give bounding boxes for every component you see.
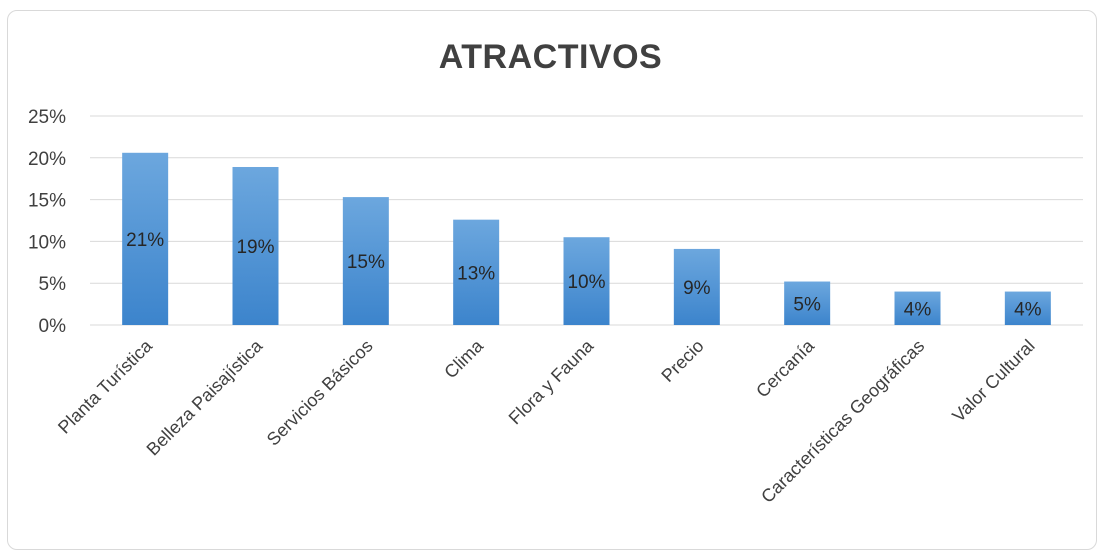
x-tick-label: Valor Cultural	[948, 336, 1038, 426]
bar	[894, 291, 941, 325]
data-label: 4%	[904, 299, 932, 320]
y-tick-label: 25%	[28, 107, 66, 128]
x-tick-label: Servicios Básicos	[263, 336, 377, 450]
y-tick-label: 0%	[39, 316, 67, 337]
x-tick-label: Flora y Fauna	[505, 335, 598, 428]
bar	[563, 237, 610, 325]
chart-title: ATRACTIVOS	[438, 38, 663, 76]
x-tick-label: Belleza Paisajística	[143, 335, 267, 459]
bar	[232, 166, 279, 325]
bars	[122, 152, 1051, 325]
x-tick-label: Clima	[440, 335, 487, 382]
data-label: 15%	[347, 252, 385, 273]
y-tick-label: 20%	[28, 149, 66, 170]
bar	[1004, 291, 1051, 325]
x-tick-label: Precio	[657, 336, 707, 386]
bar	[453, 219, 500, 325]
y-tick-label: 5%	[39, 274, 67, 295]
data-label: 9%	[683, 278, 711, 299]
y-tick-label: 10%	[28, 232, 66, 253]
data-label: 19%	[236, 237, 274, 258]
x-tick-label: Planta Turística	[54, 335, 157, 438]
bar	[784, 281, 831, 325]
data-label: 10%	[567, 272, 605, 293]
bar	[122, 152, 169, 325]
data-label: 13%	[457, 263, 495, 284]
y-tick-label: 15%	[28, 191, 66, 212]
data-label: 21%	[126, 230, 164, 251]
bar	[673, 248, 720, 325]
data-label: 5%	[793, 294, 821, 315]
x-tick-label: Cercanía	[752, 335, 818, 401]
y-axis-ticks: 0% 5% 10% 15% 20% 25%	[28, 107, 66, 337]
data-labels: 21% 19% 15% 13% 10% 9% 5% 4% 4%	[126, 230, 1042, 320]
data-label: 4%	[1014, 299, 1042, 320]
bar	[342, 197, 389, 325]
chart-frame	[7, 10, 1097, 550]
